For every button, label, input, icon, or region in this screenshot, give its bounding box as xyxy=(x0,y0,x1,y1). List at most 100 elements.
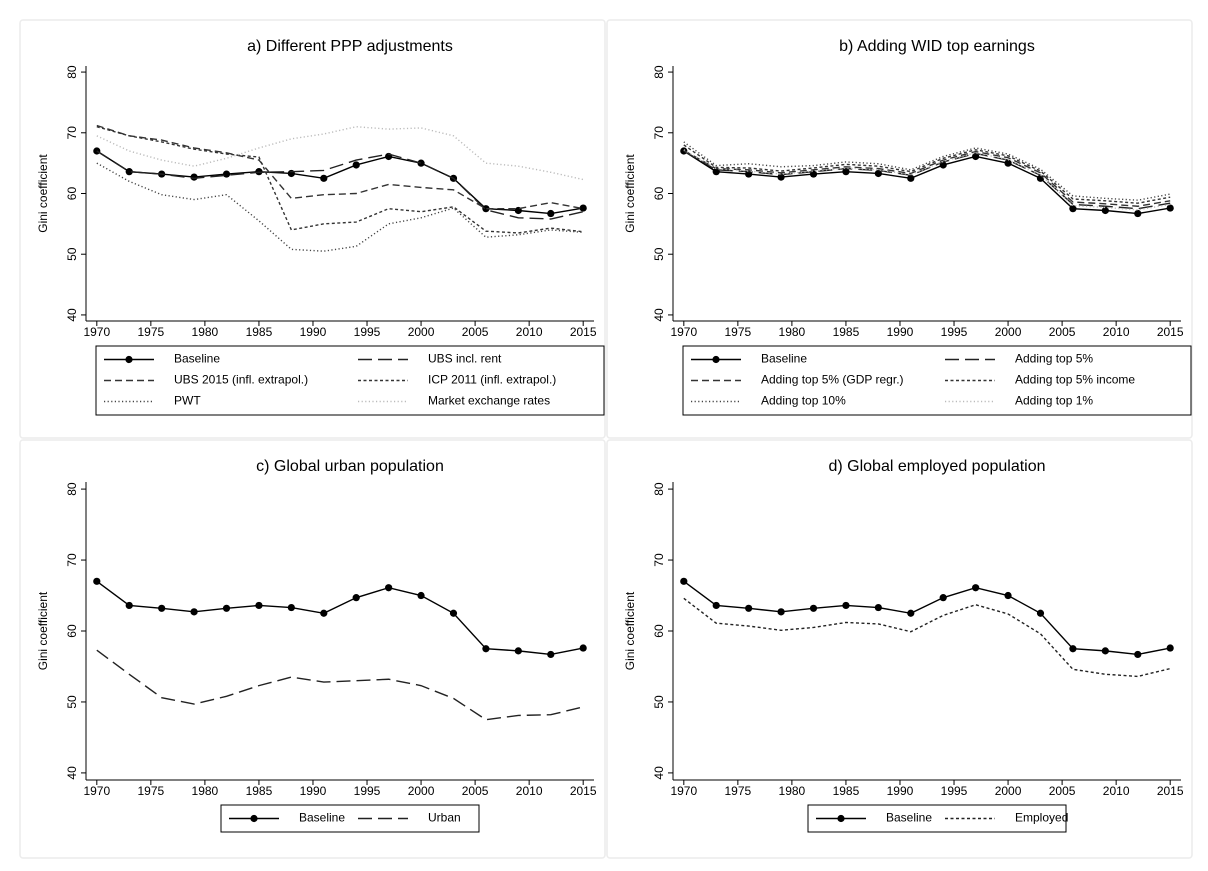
legend-label: Baseline xyxy=(761,352,807,366)
point xyxy=(482,645,490,653)
y-tick-label: 80 xyxy=(652,482,666,496)
point xyxy=(1134,209,1142,218)
x-tick-label: 1995 xyxy=(941,784,968,798)
point xyxy=(1069,645,1077,653)
y-tick-label: 40 xyxy=(65,766,79,780)
x-tick-label: 2010 xyxy=(1103,784,1130,798)
point xyxy=(1004,159,1012,167)
x-tick-label: 1980 xyxy=(779,325,806,339)
x-tick-label: 1970 xyxy=(670,325,697,339)
point xyxy=(125,601,133,610)
x-tick-label: 1985 xyxy=(246,784,273,798)
x-tick-label: 2005 xyxy=(462,325,489,339)
point xyxy=(320,609,328,617)
x-tick-label: 1980 xyxy=(192,325,219,339)
x-tick-label: 1995 xyxy=(354,325,381,339)
point xyxy=(1166,644,1174,652)
y-tick-label: 40 xyxy=(652,308,666,322)
legend-label: Market exchange rates xyxy=(428,394,550,408)
legend-label: Urban xyxy=(428,811,461,825)
x-tick-label: 1985 xyxy=(833,325,860,339)
point xyxy=(255,601,263,610)
point xyxy=(579,204,587,212)
series-line xyxy=(683,149,1171,207)
x-tick-label: 2005 xyxy=(1049,325,1076,339)
y-tick-label: 50 xyxy=(65,247,79,261)
point xyxy=(842,601,850,610)
point xyxy=(385,584,393,592)
series-line xyxy=(96,126,584,234)
series-line xyxy=(96,649,584,721)
point xyxy=(320,174,328,182)
x-tick-label: 2010 xyxy=(516,325,543,339)
series-line xyxy=(96,162,584,252)
point xyxy=(482,205,490,213)
legend-label: Baseline xyxy=(174,352,220,366)
chart-title: d) Global employed population xyxy=(828,458,1045,475)
x-tick-label: 2010 xyxy=(516,784,543,798)
point xyxy=(1036,609,1045,617)
point xyxy=(939,594,947,602)
x-tick-label: 1970 xyxy=(670,784,697,798)
point xyxy=(874,169,882,178)
point xyxy=(287,603,295,612)
panel: b) Adding WID top earnings Gini coefficie… xyxy=(606,19,1193,439)
legend-box xyxy=(682,345,1192,416)
panel: d) Global employed population Gini coeffi… xyxy=(606,439,1193,859)
legend-label: PWT xyxy=(174,394,201,408)
point xyxy=(93,577,101,585)
y-tick-label: 80 xyxy=(65,482,79,496)
x-tick-label: 2010 xyxy=(1103,325,1130,339)
point xyxy=(547,209,555,218)
x-tick-label: 1975 xyxy=(724,784,751,798)
point xyxy=(222,604,231,612)
point xyxy=(842,168,850,176)
y-tick-label: 80 xyxy=(652,65,666,79)
legend-label: Adding top 5% income xyxy=(1015,373,1135,387)
x-tick-label: 1995 xyxy=(354,784,381,798)
series-line xyxy=(96,150,584,220)
point xyxy=(1069,205,1077,213)
legend-label: Employed xyxy=(1015,811,1068,825)
point xyxy=(809,604,818,612)
point xyxy=(1166,204,1174,212)
x-tick-label: 1970 xyxy=(83,325,110,339)
legend-box xyxy=(95,345,605,416)
y-tick-label: 70 xyxy=(65,126,79,140)
point xyxy=(190,173,198,181)
y-tick-label: 70 xyxy=(652,553,666,567)
x-tick-label: 1970 xyxy=(83,784,110,798)
x-tick-label: 2015 xyxy=(1157,784,1184,798)
x-tick-label: 2000 xyxy=(995,784,1022,798)
panel-background xyxy=(606,19,1193,439)
point xyxy=(777,173,785,181)
legend-marker xyxy=(250,814,258,823)
point xyxy=(417,591,425,600)
legend-label: ICP 2011 (infl. extrapol.) xyxy=(428,373,556,387)
chart-title: a) Different PPP adjustments xyxy=(247,38,453,55)
panel-background xyxy=(19,19,606,439)
point xyxy=(1004,591,1012,600)
x-tick-label: 1990 xyxy=(887,784,914,798)
point xyxy=(547,650,555,659)
point xyxy=(712,601,720,610)
point xyxy=(579,644,587,652)
y-tick-label: 40 xyxy=(652,766,666,780)
legend-marker xyxy=(837,814,845,823)
y-tick-label: 40 xyxy=(65,308,79,322)
point xyxy=(680,577,688,585)
y-tick-label: 70 xyxy=(65,553,79,567)
legend-label: UBS incl. rent xyxy=(428,352,502,366)
point xyxy=(907,174,915,182)
panel: a) Different PPP adjustments Gini coeffic… xyxy=(19,19,606,439)
y-axis-label: Gini coefficient xyxy=(36,154,50,233)
x-tick-label: 2015 xyxy=(570,325,597,339)
legend-box xyxy=(807,804,1067,833)
y-tick-label: 60 xyxy=(652,187,666,201)
legend-label: Adding top 5% xyxy=(1015,352,1093,366)
y-axis-label: Gini coefficient xyxy=(36,591,50,670)
y-tick-label: 50 xyxy=(65,695,79,709)
series-line xyxy=(683,580,1171,656)
x-tick-label: 2005 xyxy=(462,784,489,798)
